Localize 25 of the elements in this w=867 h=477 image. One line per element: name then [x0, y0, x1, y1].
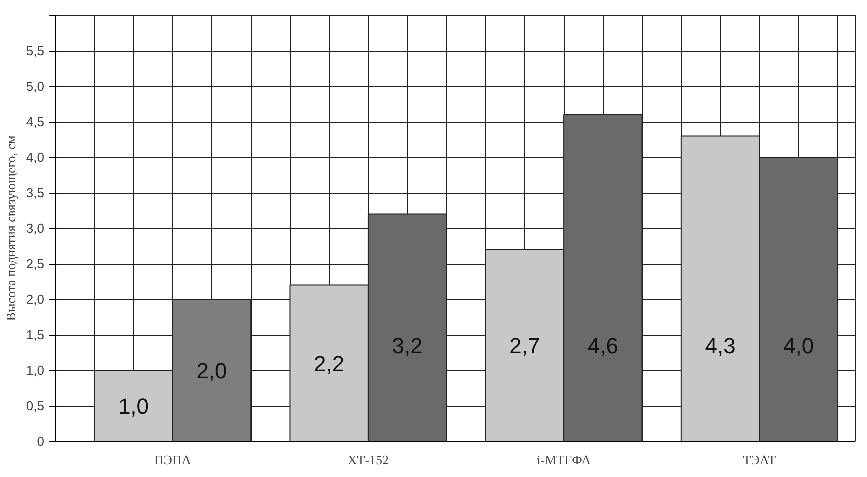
- data-label: 4,6: [588, 334, 618, 359]
- y-tick-label: 1,5: [26, 328, 45, 342]
- data-label: 2,7: [510, 334, 540, 359]
- y-tick-label: 0,5: [26, 398, 45, 414]
- x-tick-label: i-МТГФА: [537, 452, 592, 468]
- data-label: 4,3: [705, 334, 736, 359]
- data-label: 3,2: [392, 334, 423, 359]
- y-tick-label: 5,0: [26, 79, 45, 94]
- data-label: 2,0: [196, 358, 228, 384]
- data-label: 2,2: [314, 351, 345, 376]
- data-label: 4,0: [783, 334, 814, 359]
- y-tick-label: 4,0: [26, 150, 45, 165]
- y-tick-label: 1,0: [26, 363, 45, 378]
- y-tick-label: 0: [37, 434, 45, 449]
- x-tick-label: ПЭПА: [154, 452, 192, 468]
- x-tick-label: ХТ-152: [348, 452, 390, 468]
- y-tick-label: 5,5: [26, 44, 45, 58]
- y-tick-label: 4,5: [26, 114, 45, 130]
- data-label: 1,0: [118, 394, 150, 419]
- y-tick-label: 3,0: [26, 221, 45, 236]
- y-axis-title: Высота поднятия связующего, см: [3, 136, 18, 322]
- y-tick-label: 2,0: [26, 292, 45, 307]
- y-tick-label: 3,5: [26, 186, 45, 200]
- y-tick-label: 2,5: [26, 256, 45, 272]
- x-tick-label: ТЭАТ: [743, 452, 776, 468]
